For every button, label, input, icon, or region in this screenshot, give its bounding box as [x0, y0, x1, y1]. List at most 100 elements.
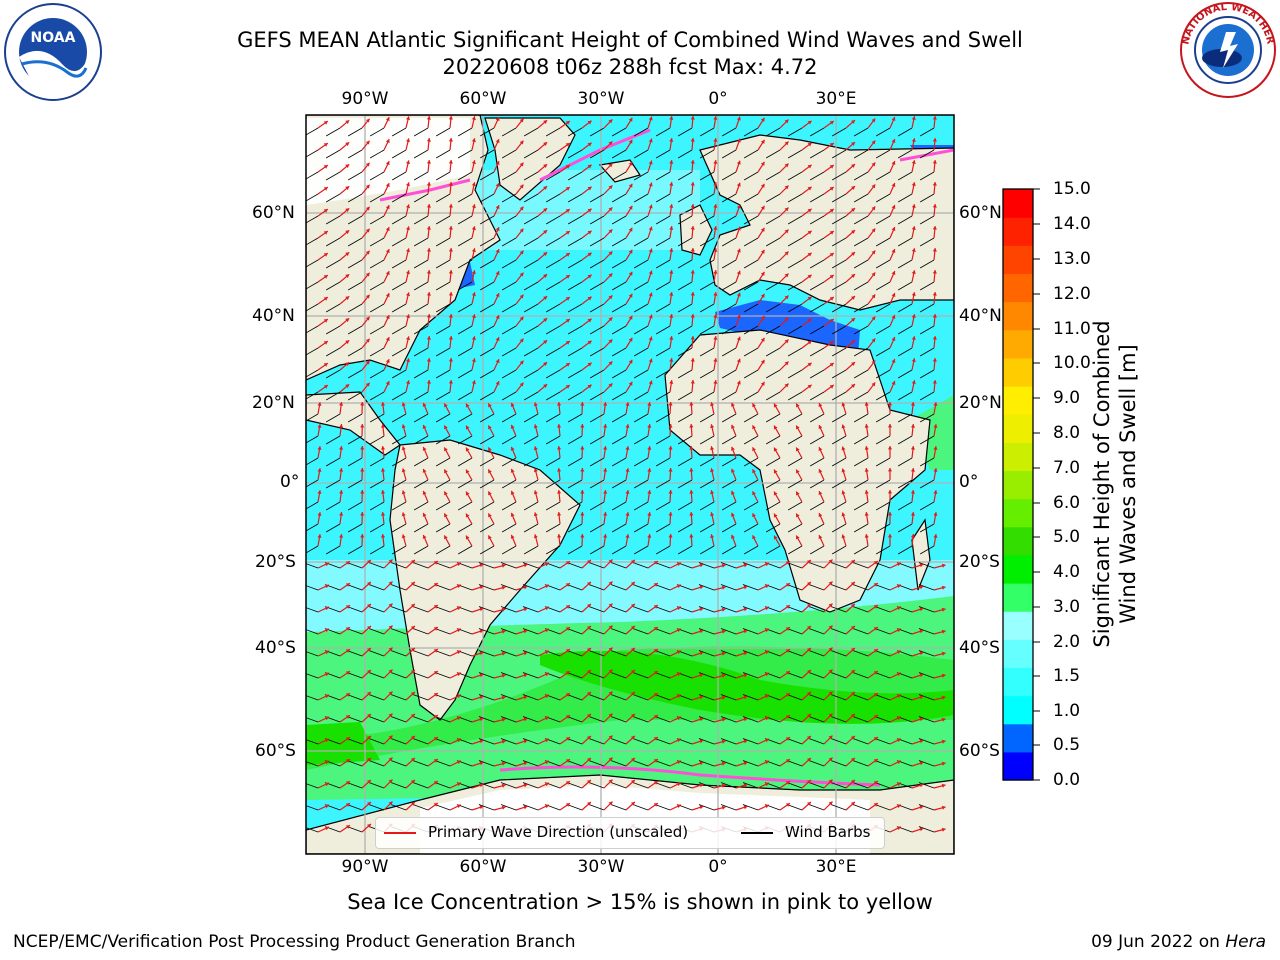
wave-arrow-head: [841, 512, 846, 517]
wave-arrow-head: [388, 757, 393, 762]
wave-arrow-head: [829, 231, 834, 235]
wind-barb: [522, 738, 539, 745]
wind-barb: [808, 694, 825, 701]
wave-arrow-head: [519, 206, 524, 211]
wind-barb: [522, 760, 539, 767]
wind-barb: [874, 672, 891, 679]
wave-arrow-head: [345, 230, 350, 235]
wind-barb: [589, 325, 605, 335]
wind-barb: [545, 347, 561, 357]
wave-arrow-head: [896, 738, 901, 743]
wind-barb: [479, 281, 495, 291]
wind-barb: [742, 716, 759, 723]
wave-arrow-head: [796, 469, 800, 474]
lon-label-top-30e: 30°E: [815, 89, 857, 109]
wave-arrow-head: [456, 760, 461, 765]
wave-arrow-head: [796, 447, 800, 452]
colorbar-tick: 9.0: [1053, 388, 1081, 408]
wind-barb: [391, 545, 407, 555]
wave-arrow-head: [586, 779, 591, 784]
wind-barb: [435, 413, 451, 423]
wave-arrow-head: [471, 314, 476, 319]
wind-barb: [522, 628, 539, 635]
wave-arrow-head: [699, 761, 704, 766]
wave-arrow-head: [736, 248, 741, 253]
wave-arrow-head: [647, 446, 652, 450]
wave-arrow-head: [807, 186, 812, 191]
wave-arrow-head: [523, 717, 528, 722]
wind-barb: [633, 237, 649, 247]
wave-arrow-head: [433, 583, 438, 587]
wave-arrow-head: [426, 248, 431, 252]
wave-arrow-head: [828, 581, 833, 586]
wind-barb: [479, 215, 495, 225]
colorbar-segment: [1003, 639, 1033, 669]
wave-arrow-head: [323, 385, 328, 389]
wind-barb: [655, 281, 671, 291]
wind-barb: [457, 457, 473, 467]
wind-barb: [369, 325, 385, 335]
wave-arrow-head: [533, 424, 538, 429]
wave-arrow-head: [565, 715, 570, 719]
wind-barb: [522, 672, 539, 679]
wind-barb: [567, 325, 583, 335]
wave-arrow-head: [941, 695, 946, 700]
wind-barb: [325, 149, 341, 159]
wave-arrow-head: [410, 669, 415, 674]
wind-barb: [897, 501, 913, 511]
wave-arrow-head: [648, 270, 653, 275]
colorbar-tick: 0.0: [1053, 770, 1081, 790]
wave-arrow-head: [587, 164, 592, 169]
wind-barb: [346, 826, 363, 833]
wave-arrow-head: [324, 716, 329, 721]
wind-barb: [434, 672, 451, 679]
wind-barb: [765, 545, 781, 555]
wave-arrow-head: [388, 735, 393, 740]
wave-arrow-head: [689, 468, 694, 472]
wave-arrow-head: [367, 559, 371, 564]
wave-arrow-head: [887, 534, 893, 538]
colorbar-segment: [1003, 526, 1033, 556]
wave-arrow-head: [448, 292, 453, 296]
wind-barb: [874, 804, 891, 811]
wind-barb: [368, 606, 385, 613]
wind-barb: [457, 303, 473, 313]
wind-barb: [918, 716, 935, 723]
wind-barb: [655, 259, 671, 269]
wave-arrow-head: [721, 629, 726, 634]
wave-arrow-head: [603, 424, 608, 428]
wind-barb: [787, 413, 803, 423]
wave-arrow-head: [422, 424, 427, 429]
wind-barb: [918, 584, 935, 591]
wind-barb: [413, 435, 429, 445]
wave-arrow-head: [608, 273, 613, 278]
wave-arrow-head: [448, 248, 453, 252]
wave-arrow-head: [586, 559, 591, 564]
wind-barb: [412, 782, 429, 789]
wave-arrow-head: [448, 270, 453, 274]
map-frame: [305, 114, 955, 855]
wind-barb: [500, 804, 517, 811]
wave-arrow-head: [426, 160, 431, 164]
wind-barb: [743, 347, 759, 357]
wind-barb: [479, 545, 495, 555]
wind-barb: [919, 259, 935, 269]
wind-barb: [369, 391, 385, 401]
wave-arrow-head: [339, 468, 344, 472]
wind-barb: [918, 826, 935, 833]
wave-arrow-head: [713, 248, 718, 252]
wind-barb: [919, 501, 935, 511]
wave-arrow-head: [871, 140, 876, 145]
wind-barb: [545, 281, 561, 291]
wind-barb: [434, 584, 451, 591]
wind-barb: [457, 391, 473, 401]
wind-barb: [325, 171, 341, 181]
wave-arrow-head: [510, 468, 515, 473]
wind-barb: [306, 695, 319, 701]
wave-arrow-head: [911, 336, 916, 341]
wind-barb: [500, 562, 517, 569]
wind-barb: [742, 738, 759, 745]
wave-arrow-head: [760, 249, 765, 254]
wave-arrow-head: [587, 384, 592, 389]
wind-barb: [633, 479, 649, 489]
